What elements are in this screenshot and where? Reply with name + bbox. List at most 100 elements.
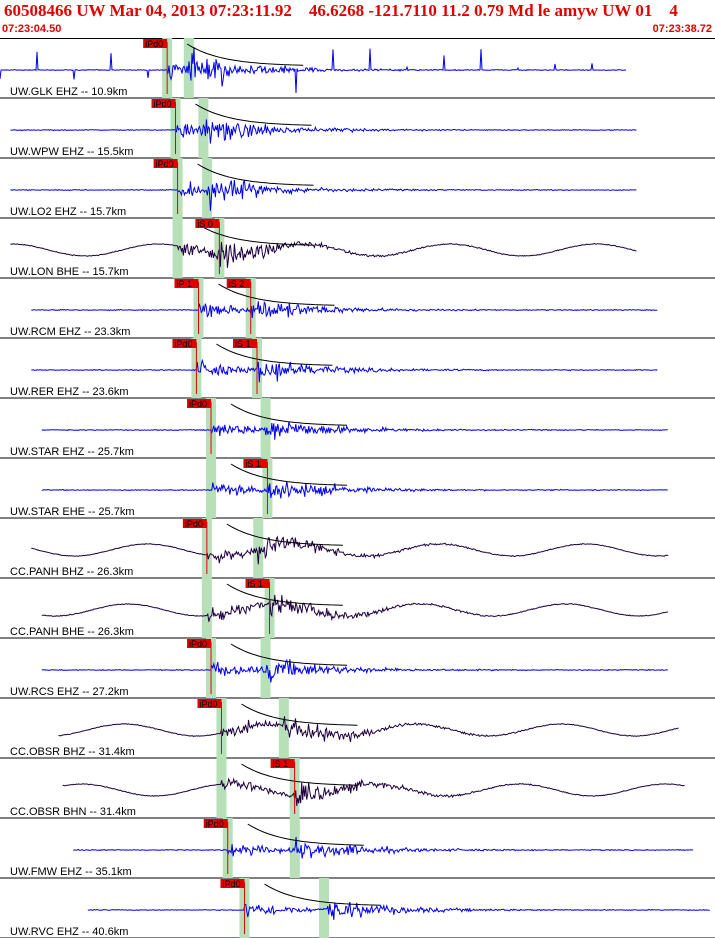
trace-row: iS 0 UW.LON BHE -- 15.7km [0, 218, 715, 279]
waveform-line [87, 901, 710, 920]
waveform-line [72, 836, 694, 859]
p-pick-label: iPd0 [206, 819, 224, 829]
waveform-line [62, 777, 685, 806]
coda-curve [186, 43, 304, 66]
coda-curve [226, 523, 343, 546]
s-pick-window [278, 698, 289, 758]
p-pick-label: iPd0 [185, 519, 203, 529]
s-pick-label: iS 1 [235, 339, 251, 349]
trace-label: CC.OBSR BHZ -- 31.4km [10, 746, 135, 758]
p-pick-label: iPd0 [189, 399, 207, 409]
trace-label: UW.RCM EHZ -- 23.3km [10, 326, 130, 338]
trace-row: iS 1 CC.PANH BHE -- 26.3km [0, 578, 715, 639]
coda-curve [216, 343, 333, 366]
p-pick-box [220, 879, 245, 888]
trace-row: iS 1 CC.OBSR BHN -- 31.4km [0, 758, 715, 819]
s-pick-label: iS 1 [248, 579, 264, 589]
waveform-line [31, 300, 658, 319]
trace-label: UW.LON BHE -- 15.7km [10, 266, 129, 278]
p-pick-label: iPd0 [189, 639, 207, 649]
waveform-line [41, 421, 668, 440]
p-pick-box [174, 279, 199, 288]
s-pick-box [195, 219, 220, 228]
p-pick-label: iPd0 [174, 339, 192, 349]
trace-label: CC.PANH BHE -- 26.3km [10, 626, 134, 638]
p-pick-label: iP 1 [176, 279, 191, 289]
p-pick-label: iPd0 [199, 699, 217, 709]
waveform-line [41, 594, 669, 622]
s-pick-window [202, 158, 213, 218]
p-pick-label: iPd0 [145, 39, 163, 49]
trace-row: iPd0 CC.PANH BHZ -- 26.3km [0, 518, 715, 579]
p-pick-box [187, 399, 212, 408]
p-pick-window [206, 458, 217, 518]
p-pick-label: iPd0 [156, 159, 174, 169]
s-pick-label: iS 1 [245, 459, 261, 469]
window-start-time: 07:23:04.50 [2, 23, 62, 35]
coda-curve [197, 223, 314, 246]
trace-label: UW.GLK EHZ -- 10.9km [10, 86, 127, 98]
s-pick-window [260, 638, 271, 698]
trace-row: iPd0 iS 1 UW.RER EHZ -- 23.6km [0, 338, 715, 399]
trace-label: UW.RER EHZ -- 23.6km [10, 386, 129, 398]
trace-row: iPd0 UW.GLK EHZ -- 10.9km [0, 38, 715, 99]
s-pick-box [243, 459, 268, 468]
coda-curve [195, 103, 312, 126]
p-pick-box [172, 339, 197, 348]
p-pick-box [203, 819, 228, 828]
trace-row: iPd0 UW.RVC EHZ -- 40.6km [0, 878, 715, 938]
p-pick-window [201, 578, 212, 638]
p-pick-box [153, 159, 178, 168]
trace-label: CC.PANH BHZ -- 26.3km [10, 566, 133, 578]
p-pick-box [182, 519, 207, 528]
trace-label: UW.LO2 EHZ -- 15.7km [10, 206, 126, 218]
s-pick-label: iS 1 [273, 759, 289, 769]
p-pick-box [187, 639, 212, 648]
coda-curve [197, 163, 314, 186]
window-end-time: 07:23:38.72 [652, 23, 712, 35]
coda-curve [241, 703, 358, 726]
waveform-line [10, 119, 637, 144]
trace-row: iS 1 UW.STAR EHE -- 25.7km [0, 458, 715, 519]
p-pick-box [197, 699, 222, 708]
s-pick-box [226, 279, 251, 288]
s-pick-window [253, 518, 264, 578]
coda-curve [218, 283, 335, 306]
trace-label: UW.RCS EHZ -- 27.2km [10, 686, 129, 698]
coda-curve [230, 463, 348, 486]
coda-curve [226, 583, 343, 606]
s-pick-box [232, 339, 257, 348]
s-pick-window [260, 398, 271, 458]
waveform-line [41, 480, 668, 499]
coda-curve [264, 883, 381, 906]
s-pick-box [270, 759, 295, 768]
waveform-line [10, 179, 637, 211]
waveform-line [31, 535, 669, 565]
trace-row: iPd0 UW.WPW EHZ -- 15.5km [0, 98, 715, 159]
coda-curve [247, 823, 364, 846]
trace-label: UW.FMW EHZ -- 35.1km [10, 866, 132, 878]
trace-row: iPd0 UW.STAR EHZ -- 25.7km [0, 398, 715, 459]
trace-label: UW.STAR EHE -- 25.7km [10, 506, 134, 518]
p-pick-window [216, 758, 227, 818]
trace-row: iPd0 UW.FMW EHZ -- 35.1km [0, 818, 715, 879]
p-pick-box [151, 99, 176, 108]
s-pick-box [245, 579, 270, 588]
trace-label: UW.WPW EHZ -- 15.5km [10, 146, 133, 158]
trace-row: iPd0 CC.OBSR BHZ -- 31.4km [0, 698, 715, 759]
event-title: 60508466 UW Mar 04, 2013 07:23:11.92 46.… [4, 1, 678, 20]
trace-label: CC.OBSR BHN -- 31.4km [10, 806, 136, 818]
trace-row: iPd0 UW.RCS EHZ -- 27.2km [0, 638, 715, 699]
coda-curve [230, 403, 348, 426]
waveform-line [58, 716, 679, 743]
coda-curve [230, 643, 348, 666]
coda-curve [241, 763, 358, 786]
p-pick-box [143, 39, 168, 48]
trace-row: iP 1 iS 2 UW.RCM EHZ -- 23.3km [0, 278, 715, 339]
waveform-line [10, 241, 637, 268]
p-pick-label: iPd0 [154, 99, 172, 109]
trace-row: iPd0 UW.LO2 EHZ -- 15.7km [0, 158, 715, 219]
trace-label: UW.RVC EHZ -- 40.6km [10, 926, 128, 938]
seismogram-panel: iPd0 UW.GLK EHZ -- 10.9km iPd0 UW.WPW EHZ -… [0, 38, 715, 938]
waveform-line [0, 47, 627, 94]
